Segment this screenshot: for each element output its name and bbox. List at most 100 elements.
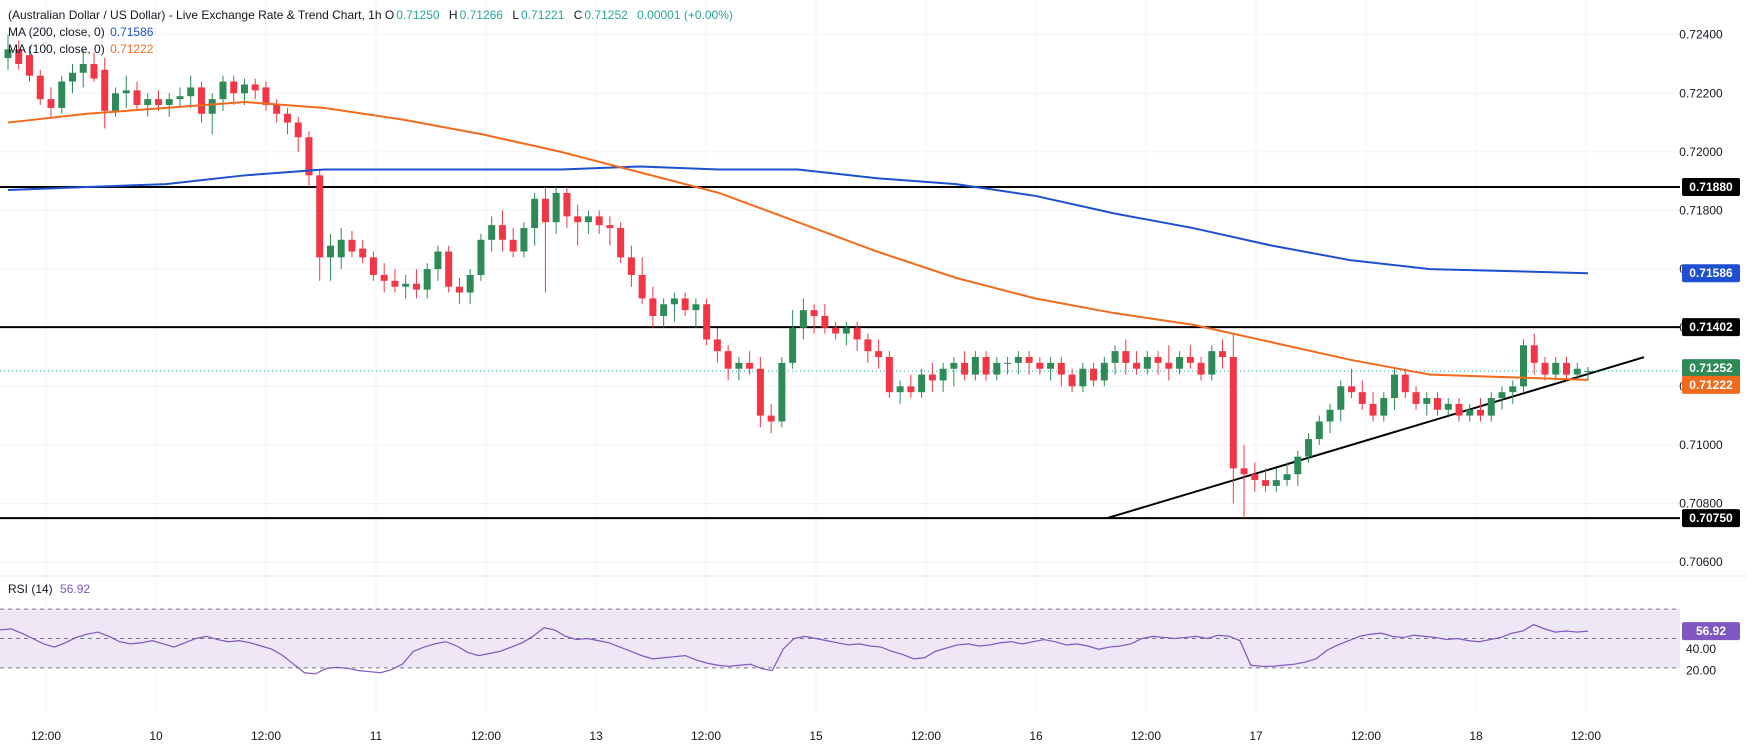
- open-label: O: [384, 8, 395, 22]
- legend-title-row: (Australian Dollar / US Dollar) - Live E…: [8, 7, 739, 24]
- candle-body: [283, 113, 291, 123]
- candle-body: [1477, 409, 1485, 416]
- ma200-price-tag: 0.71586: [1689, 266, 1733, 280]
- candle-body: [412, 283, 420, 290]
- candle-body: [488, 225, 496, 240]
- candle-body: [445, 251, 453, 287]
- candle-body: [294, 122, 302, 138]
- candle-body: [928, 374, 936, 381]
- candle-body: [36, 75, 44, 100]
- last-price-tag-bg: [1682, 359, 1740, 378]
- candle-body: [133, 90, 141, 105]
- rsi-tag-bg: [1682, 622, 1740, 641]
- candle-body: [617, 228, 625, 258]
- time-tick-label: 18: [1469, 729, 1483, 743]
- candle-body: [1197, 362, 1205, 375]
- candle-body: [251, 84, 259, 91]
- candle-body: [627, 257, 635, 275]
- candle-body: [1401, 374, 1409, 393]
- candle-body: [1014, 357, 1022, 363]
- price-tags: 0.71880 0.71402 0.70750 0.71586 0.71252 0.712…: [1682, 178, 1740, 641]
- candle-body: [1369, 403, 1377, 416]
- candle-body: [1240, 468, 1248, 475]
- candle-body: [305, 137, 313, 176]
- candle-body: [1305, 439, 1313, 457]
- candle-body: [1025, 357, 1033, 363]
- candle-body: [670, 298, 678, 305]
- candle-body: [101, 69, 109, 111]
- time-tick-label: 12:00: [471, 729, 501, 743]
- candle-body: [595, 216, 603, 226]
- candle-body: [1079, 368, 1087, 387]
- legend: (Australian Dollar / US Dollar) - Live E…: [8, 7, 739, 58]
- candle-body: [649, 298, 657, 316]
- candle-body: [756, 368, 764, 416]
- candle-body: [563, 192, 571, 217]
- candle-body: [90, 63, 98, 79]
- time-tick-label: 15: [809, 729, 823, 743]
- candle-body: [746, 362, 754, 369]
- candle-body: [230, 81, 238, 94]
- candle-body: [1541, 362, 1549, 375]
- ma200-line: [7, 165, 1589, 275]
- level-tag-bg: [1682, 509, 1740, 528]
- candle-body: [197, 87, 205, 114]
- candle-body: [1090, 368, 1098, 381]
- candle-body: [724, 351, 732, 369]
- candle-body: [606, 225, 614, 229]
- candle-body: [111, 93, 119, 111]
- candle-body: [703, 304, 711, 340]
- low-value: 0.71221: [521, 8, 565, 22]
- candle-body: [767, 415, 775, 422]
- candle-body: [455, 286, 463, 293]
- grid: [0, 0, 1746, 712]
- change-value: 0.00001 (+0.00%): [637, 8, 733, 22]
- ma200-legend[interactable]: MA (200, close, 0) 0.71586: [8, 24, 739, 41]
- last-price-tag: 0.71252: [1689, 361, 1733, 375]
- candle-body: [1294, 456, 1302, 475]
- candle-body: [950, 362, 958, 369]
- low-label: L: [512, 8, 520, 22]
- rsi-line: [0, 623, 1589, 675]
- candle-body: [1133, 362, 1141, 369]
- high-label: H: [448, 8, 458, 22]
- time-tick-label: 10: [149, 729, 163, 743]
- candle-body: [154, 99, 162, 105]
- time-tick-label: 16: [1029, 729, 1043, 743]
- candle-body: [165, 99, 173, 105]
- candle-body: [316, 175, 324, 258]
- candle-body: [1434, 398, 1442, 410]
- candle-body: [1520, 345, 1528, 387]
- ma100-legend[interactable]: MA (100, close, 0) 0.71222: [8, 41, 739, 58]
- candle-body: [681, 298, 689, 311]
- candle-body: [1423, 398, 1431, 404]
- candle-body: [1584, 371, 1592, 373]
- candle-body: [660, 304, 668, 316]
- candle-body: [584, 216, 592, 223]
- rsi-legend[interactable]: RSI (14) 56.92: [8, 582, 90, 596]
- candle-body: [799, 310, 807, 328]
- candle-body: [1219, 351, 1227, 358]
- candle-body: [208, 99, 216, 114]
- candle-body: [15, 49, 23, 64]
- candle-body: [1057, 362, 1065, 375]
- candle-body: [273, 104, 281, 114]
- candle-body: [1348, 386, 1356, 393]
- level-tag-bg: [1682, 178, 1740, 197]
- candle-body: [789, 327, 797, 363]
- level-tag: 0.70750: [1689, 511, 1733, 525]
- price-tick-label: 0.72000: [1679, 145, 1723, 159]
- candle-body: [638, 274, 646, 299]
- candle-body: [1498, 392, 1506, 399]
- price-tick-label: 0.70800: [1679, 497, 1723, 511]
- candle-body: [1444, 403, 1452, 410]
- candle-body: [1176, 357, 1184, 369]
- candle-body: [423, 269, 431, 290]
- candle-body: [359, 248, 367, 258]
- time-tick-label: 11: [370, 729, 383, 743]
- candle-body: [574, 216, 582, 223]
- candle-body: [4, 49, 12, 59]
- time-tick-label: 12:00: [1571, 729, 1601, 743]
- candle-body: [1466, 409, 1474, 416]
